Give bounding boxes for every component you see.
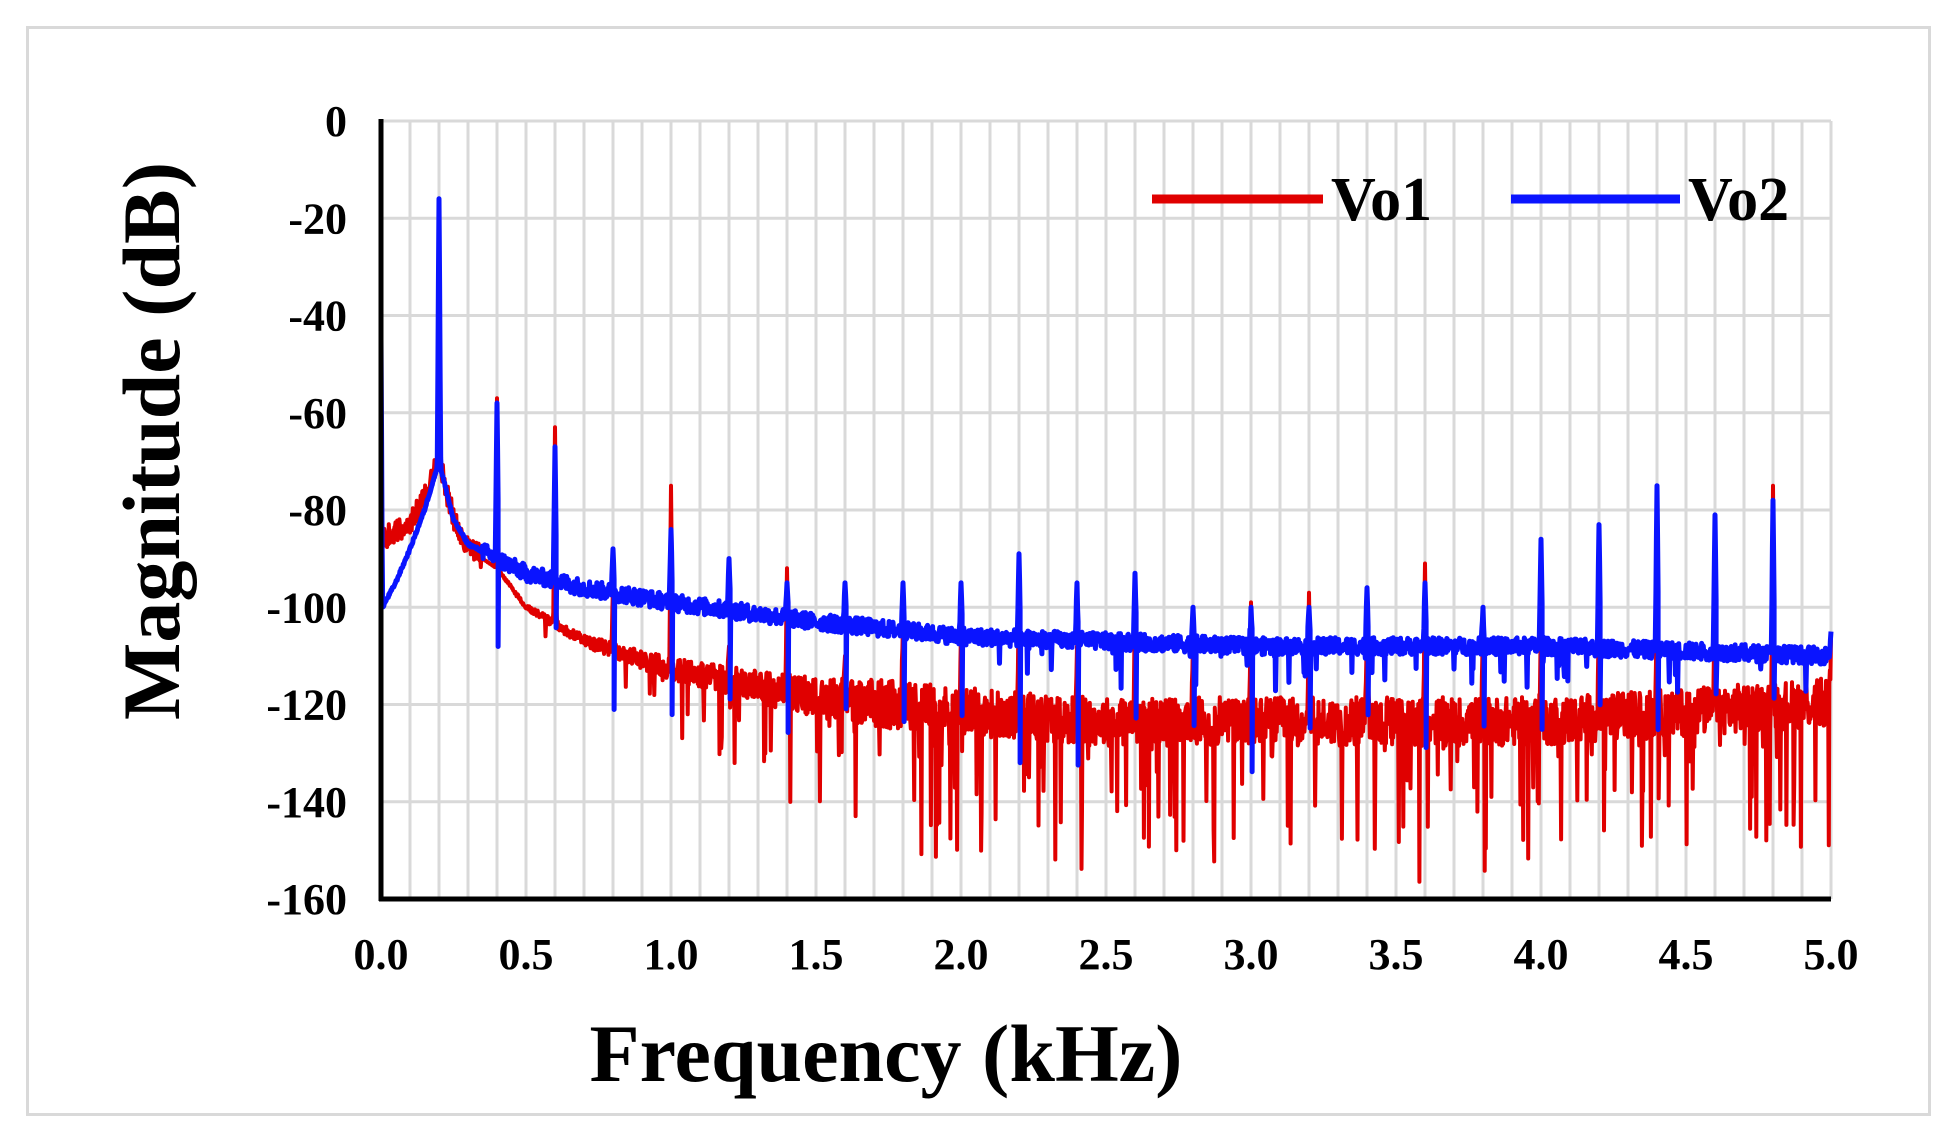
x-tick-label: 1.5 <box>789 930 844 979</box>
legend-label-vo2: Vo2 <box>1688 166 1789 234</box>
axes <box>378 119 1831 902</box>
y-tick-label: 0 <box>325 97 347 146</box>
x-tick-label: 4.5 <box>1659 930 1714 979</box>
y-tick-label: -160 <box>266 875 347 924</box>
x-tick-label: 5.0 <box>1804 930 1859 979</box>
series-line-vo2 <box>378 196 1834 775</box>
chart-frame: 0 -20 -40 -60 -80 -100 -120 -140 -160 0.0 0.5 1.0 1.… <box>26 26 1931 1116</box>
y-tick-label: -40 <box>288 292 347 341</box>
legend-label-vo1: Vo1 <box>1331 166 1432 234</box>
y-tick-label: -120 <box>266 681 347 730</box>
y-tick-label: -80 <box>288 486 347 535</box>
y-axis-title: Magnitude (dB) <box>106 162 197 720</box>
x-tick-label: 3.5 <box>1369 930 1424 979</box>
y-tick-label: -60 <box>288 389 347 438</box>
x-tick-label: 1.0 <box>644 930 699 979</box>
y-tick-label: -20 <box>288 194 347 243</box>
series-layer <box>378 196 1834 884</box>
x-tick-label: 0.0 <box>354 930 409 979</box>
y-tick-label: -140 <box>266 778 347 827</box>
y-tick-label: -100 <box>266 583 347 632</box>
x-tick-label: 3.0 <box>1224 930 1279 979</box>
x-axis-title: Frequency (kHz) <box>590 1008 1183 1099</box>
x-tick-label: 0.5 <box>499 930 554 979</box>
x-tick-label: 2.5 <box>1079 930 1134 979</box>
x-tick-label: 2.0 <box>934 930 989 979</box>
legend: Vo1 Vo2 <box>1152 166 1789 234</box>
series-line-vo1 <box>379 206 1833 884</box>
x-tick-label: 4.0 <box>1514 930 1569 979</box>
